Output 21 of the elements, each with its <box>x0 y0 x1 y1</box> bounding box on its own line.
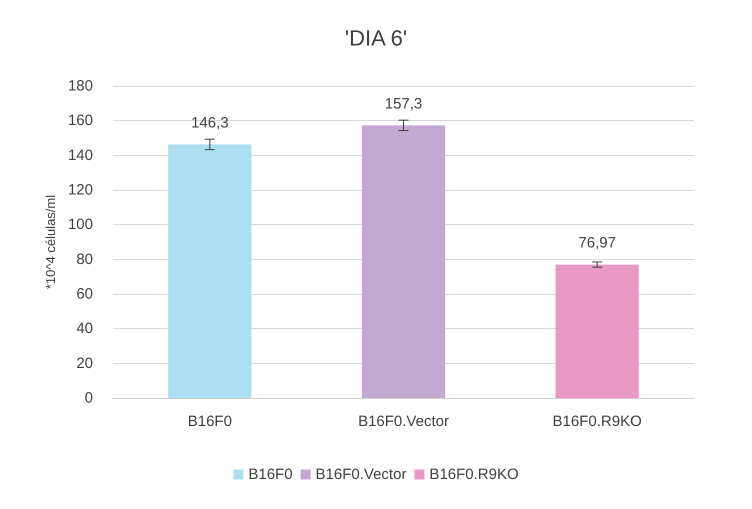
y-tick-label: 140 <box>68 146 93 164</box>
y-axis-title: *10^4 células/ml <box>43 194 58 290</box>
y-tick-label: 20 <box>76 354 93 372</box>
x-tick-label: B16F0 <box>188 413 232 430</box>
data-label: 146,3 <box>191 114 229 132</box>
y-tick-label: 160 <box>68 112 93 130</box>
chart-title: 'DIA 6' <box>344 26 408 50</box>
legend-label: B16F0 <box>248 466 293 483</box>
y-tick-label: 60 <box>76 286 93 302</box>
x-tick-label: B16F0.R9KO <box>552 413 642 430</box>
y-tick-label: 80 <box>76 250 93 268</box>
data-label: 157,3 <box>384 95 422 112</box>
y-tick-label: 100 <box>68 216 93 234</box>
data-label: 76,97 <box>578 234 616 252</box>
y-tick-label: 0 <box>84 390 93 406</box>
y-tick-label: 40 <box>76 320 93 338</box>
y-tick-label: 180 <box>68 78 93 94</box>
x-tick-label: B16F0.Vector <box>358 413 449 430</box>
legend-label: B16F0.Vector <box>316 466 406 483</box>
legend-label: B16F0.R9KO <box>429 466 519 483</box>
y-tick-label: 120 <box>68 182 93 198</box>
